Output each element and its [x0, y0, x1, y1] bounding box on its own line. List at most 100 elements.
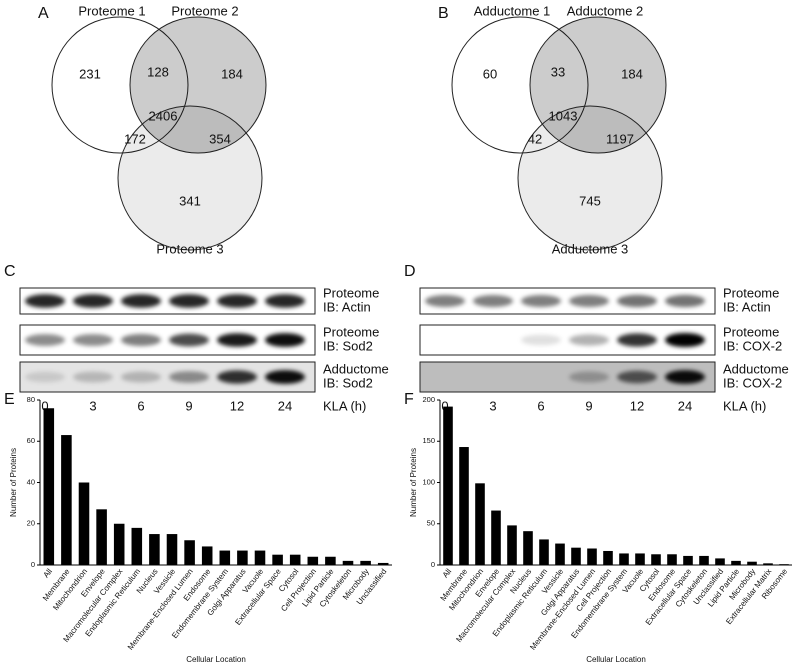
- bar: [342, 560, 354, 565]
- bar: [539, 539, 549, 565]
- bar: [237, 550, 248, 565]
- bar: [307, 556, 319, 565]
- y-axis-label: Number of Proteins: [9, 448, 18, 517]
- band: [121, 371, 161, 383]
- bar: [131, 527, 143, 565]
- lane-label: 9: [185, 398, 192, 413]
- bar: [254, 550, 266, 565]
- row-label: IB: Actin: [323, 299, 371, 314]
- panel-letter: F: [404, 391, 414, 408]
- venn-circle: [117, 105, 263, 251]
- bar: [619, 553, 629, 565]
- lane-label: 3: [89, 398, 96, 413]
- lane-label: 0: [41, 398, 48, 413]
- y-axis-label: Number of Proteins: [409, 448, 418, 517]
- y-tick-label: 60: [27, 436, 35, 445]
- band: [569, 334, 609, 346]
- band: [25, 334, 65, 346]
- bar: [61, 435, 72, 565]
- band: [569, 371, 609, 383]
- bar: [43, 408, 55, 565]
- band: [665, 294, 705, 308]
- lane-label: 24: [678, 398, 692, 413]
- panel-letter: A: [38, 5, 49, 22]
- region-count: 184: [621, 66, 643, 81]
- band: [25, 371, 65, 383]
- y-tick-label: 20: [27, 519, 35, 528]
- region-count: 745: [579, 193, 601, 208]
- band: [265, 370, 305, 384]
- bar: [149, 534, 160, 565]
- band: [73, 294, 113, 308]
- region-count: 1043: [549, 108, 578, 123]
- bar: [523, 531, 533, 565]
- venn-circle: [517, 105, 663, 251]
- bar: [272, 554, 283, 565]
- band: [617, 294, 657, 308]
- y-tick-label: 0: [31, 560, 35, 569]
- region-count: 172: [124, 131, 146, 146]
- bar: [555, 543, 565, 565]
- band: [217, 294, 257, 308]
- x-axis-label: KLA (h): [323, 398, 366, 413]
- bar: [360, 560, 371, 565]
- region-count: 184: [221, 66, 243, 81]
- bar: [201, 546, 213, 565]
- lane-label: 12: [230, 398, 244, 413]
- bar: [683, 555, 693, 565]
- region-count: 33: [551, 64, 565, 79]
- bar: [779, 564, 789, 565]
- bar: [603, 550, 613, 565]
- region-count: 341: [179, 193, 201, 208]
- bar: [289, 554, 301, 565]
- band: [617, 333, 657, 347]
- region-count: 2406: [149, 108, 178, 123]
- band: [169, 333, 209, 347]
- panel-letter: E: [4, 391, 15, 408]
- band: [73, 371, 113, 383]
- band: [169, 371, 209, 383]
- y-tick-label: 100: [422, 477, 435, 486]
- x-axis-label: Cellular Location: [586, 655, 646, 664]
- bar: [667, 554, 677, 565]
- band: [569, 295, 609, 307]
- band: [521, 295, 561, 307]
- set-label: Adductome 3: [552, 241, 629, 256]
- bar: [763, 563, 773, 565]
- band: [265, 333, 305, 347]
- bar: [747, 561, 757, 565]
- set-label: Adductome 2: [567, 3, 644, 18]
- band: [73, 334, 113, 346]
- venn-circle: [451, 16, 589, 154]
- lane-label: 0: [441, 398, 448, 413]
- bar: [715, 558, 725, 565]
- set-label: Proteome 2: [171, 3, 238, 18]
- band: [265, 294, 305, 308]
- set-label: Proteome 3: [156, 241, 223, 256]
- region-count: 128: [147, 64, 169, 79]
- row-label: Proteome: [723, 324, 779, 339]
- bar: [507, 525, 517, 565]
- panel-letter: B: [438, 5, 449, 22]
- venn-circle: [51, 16, 189, 154]
- panel-letter: D: [404, 263, 416, 280]
- bar: [96, 509, 107, 565]
- band: [617, 370, 657, 384]
- x-axis-label: Cellular Location: [186, 655, 246, 664]
- y-tick-label: 80: [27, 395, 35, 404]
- set-label: Adductome 1: [474, 3, 551, 18]
- lane-label: 6: [137, 398, 144, 413]
- band: [473, 295, 513, 307]
- y-tick-label: 150: [422, 436, 435, 445]
- x-tick-label: All: [41, 567, 54, 580]
- region-count: 1197: [606, 131, 634, 146]
- band: [169, 294, 209, 308]
- x-tick-label: All: [441, 567, 454, 580]
- bar: [166, 534, 178, 565]
- y-tick-label: 40: [27, 477, 35, 486]
- bar: [587, 548, 597, 565]
- region-count: 42: [528, 131, 542, 146]
- row-label: Proteome: [323, 285, 379, 300]
- region-count: 60: [483, 66, 497, 81]
